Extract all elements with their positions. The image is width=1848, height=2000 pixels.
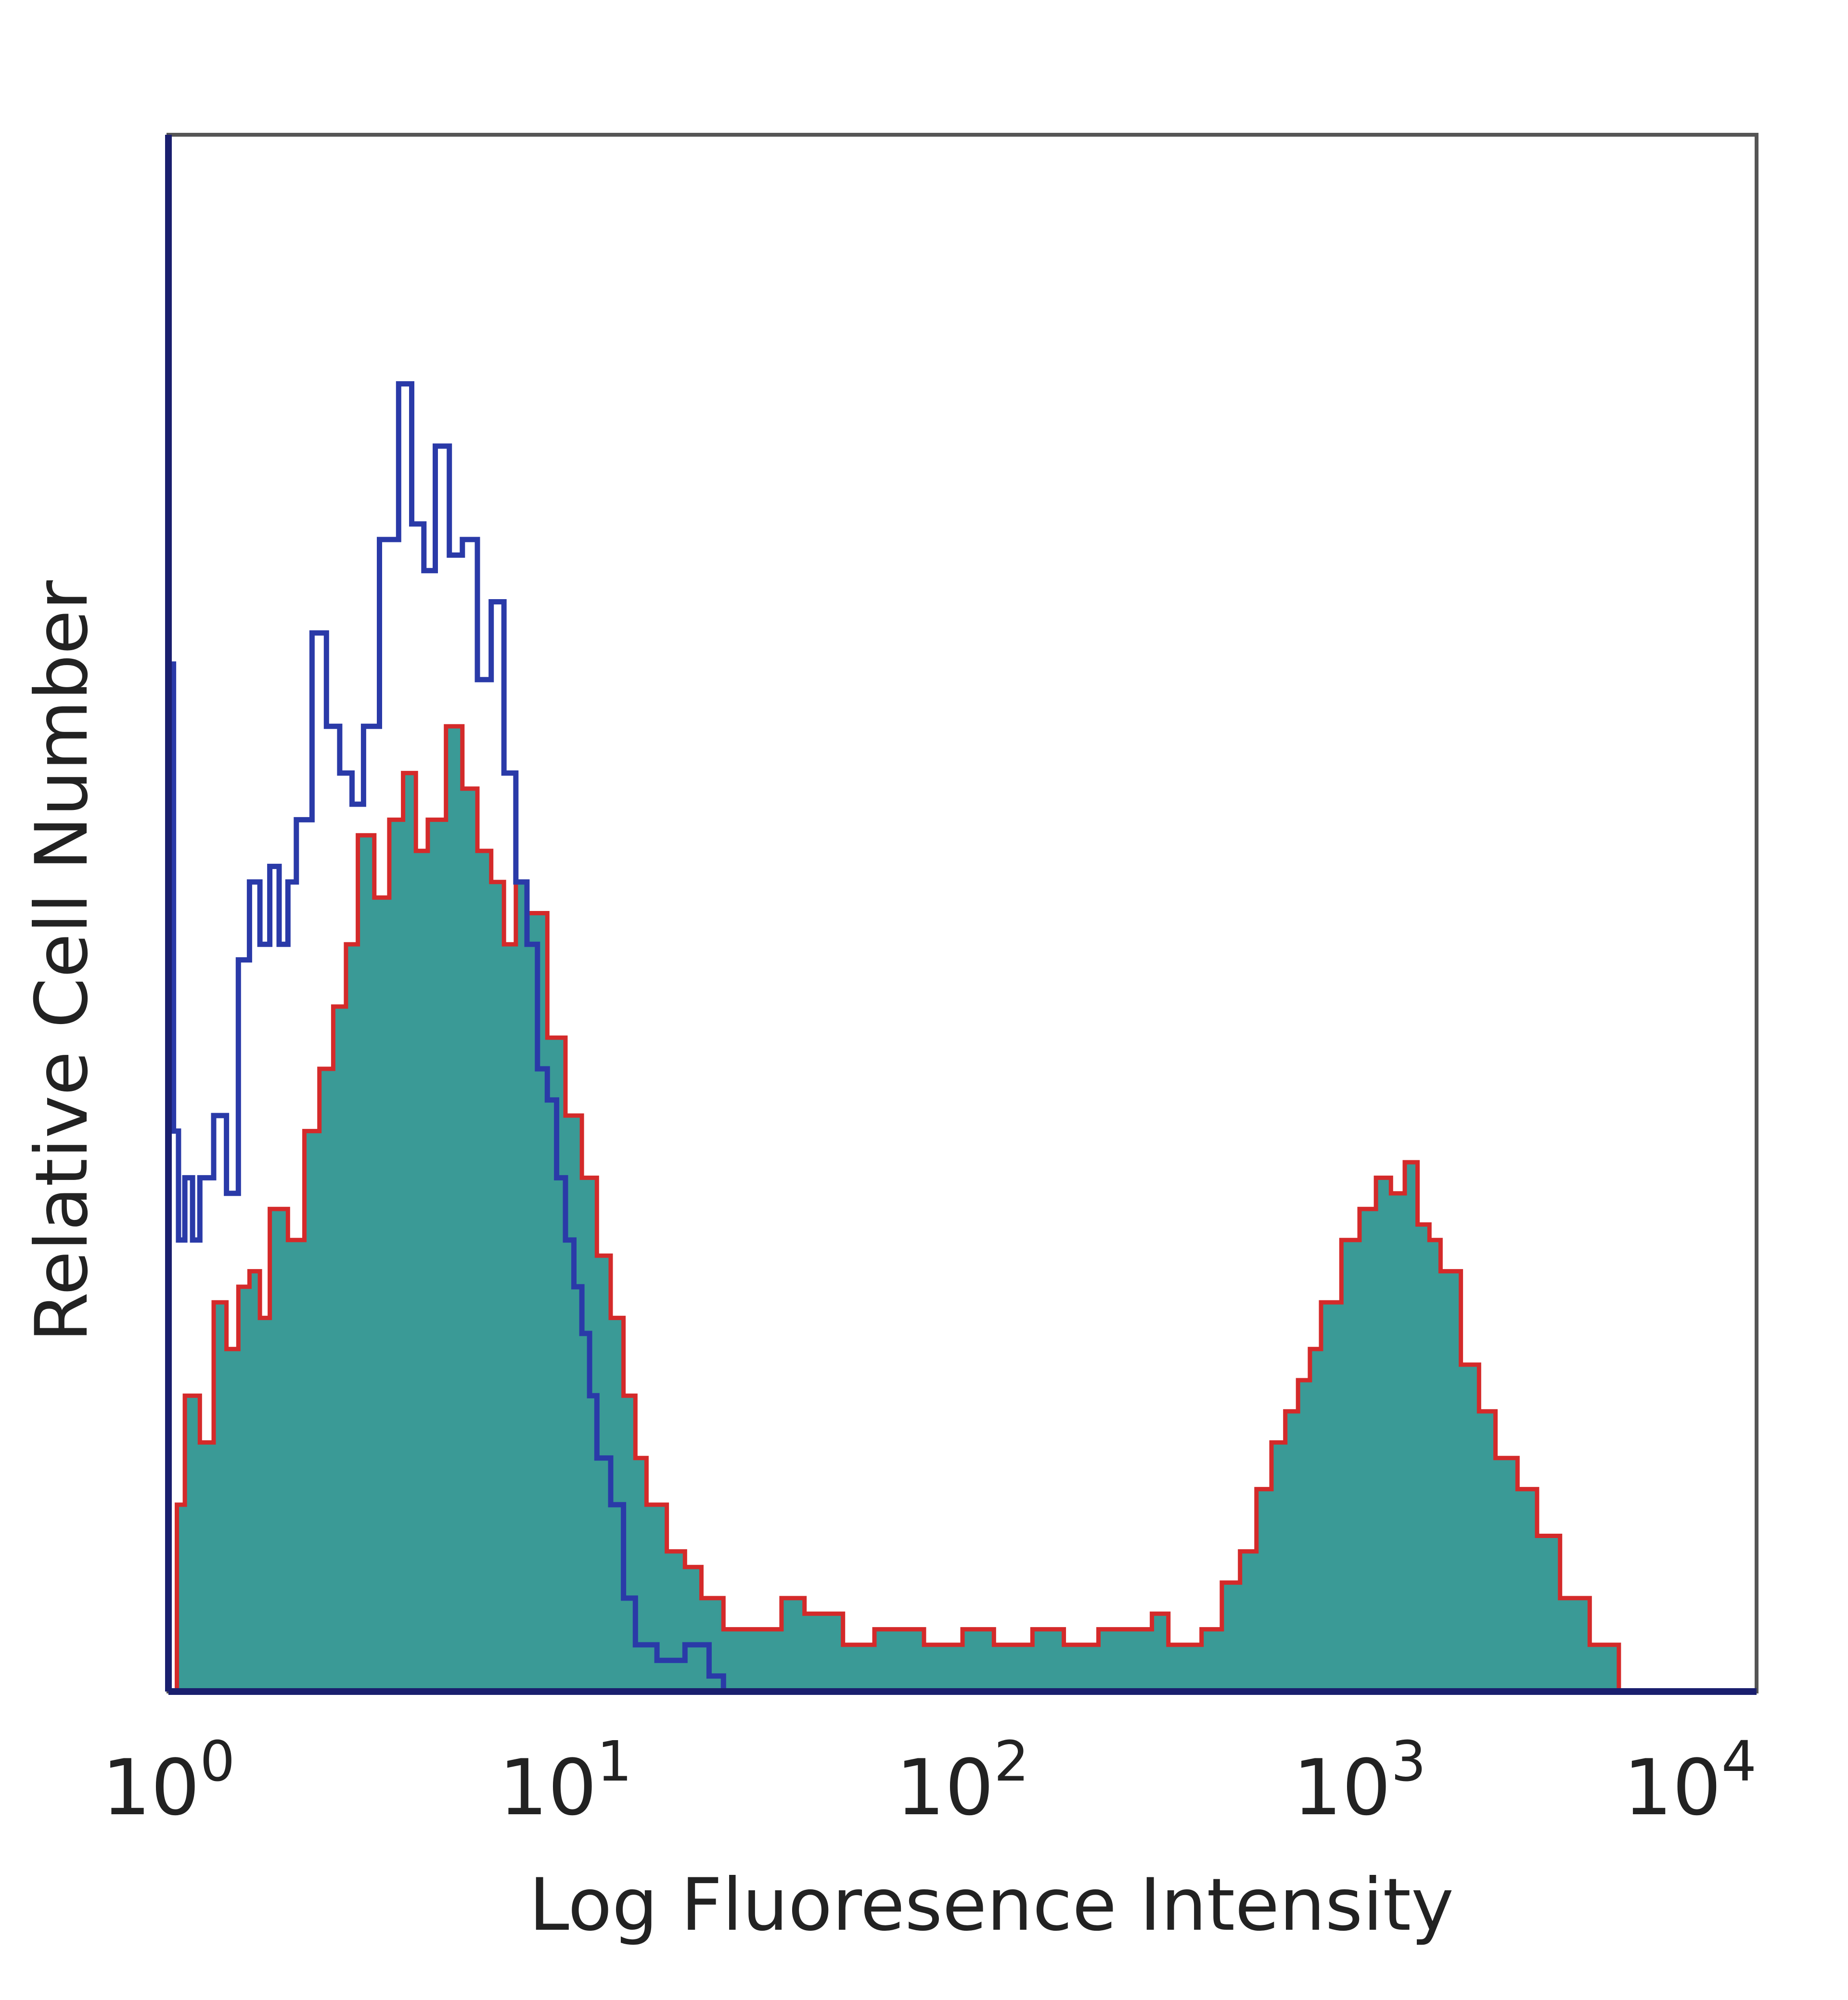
filled-histogram-outline bbox=[168, 724, 1621, 1694]
x-tick-base: 10 bbox=[896, 1743, 994, 1833]
y-axis-label: Relative Cell Number bbox=[20, 580, 104, 1343]
x-tick-label: 104 bbox=[1623, 1730, 1757, 1833]
x-tick-exponent: 3 bbox=[1391, 1730, 1426, 1794]
x-tick-label: 100 bbox=[102, 1730, 235, 1833]
x-tick-exponent: 0 bbox=[200, 1730, 235, 1794]
x-tick-base: 10 bbox=[102, 1743, 200, 1833]
x-tick-labels: 100 101 102 103 104 bbox=[102, 1730, 1757, 1833]
x-tick-label: 101 bbox=[499, 1730, 632, 1833]
x-tick-base: 10 bbox=[1623, 1743, 1721, 1833]
x-tick-base: 10 bbox=[1293, 1743, 1391, 1833]
x-tick-exponent: 1 bbox=[597, 1730, 632, 1794]
x-tick-exponent: 2 bbox=[994, 1730, 1029, 1794]
histogram-marks bbox=[168, 381, 1621, 1694]
x-axis-label: Log Fluoresence Intensity bbox=[529, 1863, 1454, 1947]
unfilled-histogram-line bbox=[168, 381, 726, 1692]
x-tick-label: 103 bbox=[1293, 1730, 1426, 1833]
x-tick-exponent: 4 bbox=[1721, 1730, 1757, 1794]
filled-histogram-area bbox=[168, 726, 1619, 1692]
x-tick-base: 10 bbox=[499, 1743, 597, 1833]
x-tick-label: 102 bbox=[896, 1730, 1029, 1833]
